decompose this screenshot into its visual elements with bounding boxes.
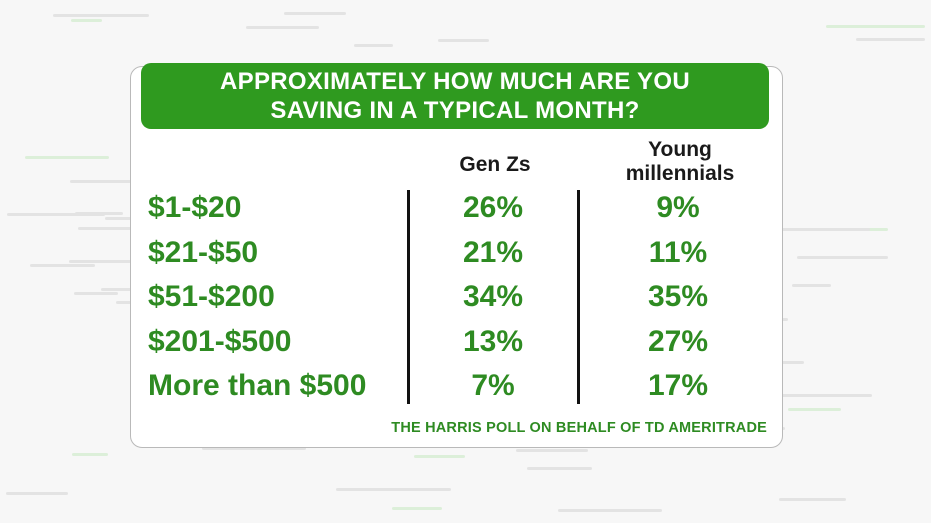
column-divider-right [577, 190, 580, 404]
background-line [246, 26, 319, 29]
background-line [776, 228, 870, 231]
data-cell: 9% [656, 191, 700, 224]
background-line [74, 292, 118, 295]
background-line [354, 44, 393, 47]
data-cell: 27% [647, 325, 709, 358]
background-line [7, 213, 105, 216]
title-line-1: APPROXIMATELY HOW MUCH ARE YOU [220, 68, 690, 95]
background-line [53, 14, 149, 17]
row-label: More than $500 [148, 369, 367, 402]
background-line [856, 38, 925, 41]
background-line [438, 39, 489, 42]
background-line [71, 19, 102, 22]
column-divider-left [407, 190, 410, 404]
column-header-gen-z: Gen Zs [459, 153, 531, 176]
background-line [414, 455, 465, 458]
background-line [558, 509, 662, 512]
data-cell: 11% [648, 236, 708, 269]
row-label: $51-$200 [148, 280, 275, 313]
background-line [527, 467, 592, 470]
background-line [516, 449, 588, 452]
title-banner: APPROXIMATELY HOW MUCH ARE YOU SAVING IN… [141, 63, 769, 129]
background-line [25, 156, 109, 159]
data-cell: 35% [647, 280, 709, 313]
data-cell: 34% [462, 280, 524, 313]
data-cell: 17% [647, 369, 709, 402]
background-line [75, 212, 123, 215]
background-line [797, 256, 888, 259]
background-line [792, 284, 831, 287]
title-line-2: SAVING IN A TYPICAL MONTH? [270, 97, 640, 124]
data-cell: 21% [462, 236, 524, 269]
background-line [779, 498, 846, 501]
row-label: $1-$20 [148, 191, 242, 224]
data-cell: 13% [462, 325, 524, 358]
data-cell: 26% [462, 191, 524, 224]
background-line [336, 488, 451, 491]
background-line [826, 25, 925, 28]
background-line [788, 408, 841, 411]
background-line [72, 453, 108, 456]
background-line [30, 264, 95, 267]
source-note: THE HARRIS POLL ON BEHALF OF TD AMERITRA… [391, 420, 767, 436]
row-label: $21-$50 [148, 236, 259, 269]
background-line [284, 12, 346, 15]
row-label: $201-$500 [148, 325, 292, 358]
column-header-young-millennials: Young millennials [625, 138, 735, 185]
data-cell: 7% [471, 369, 515, 402]
background-line [841, 228, 888, 231]
chart-card [130, 66, 783, 448]
background-line [392, 507, 442, 510]
background-line [6, 492, 68, 495]
